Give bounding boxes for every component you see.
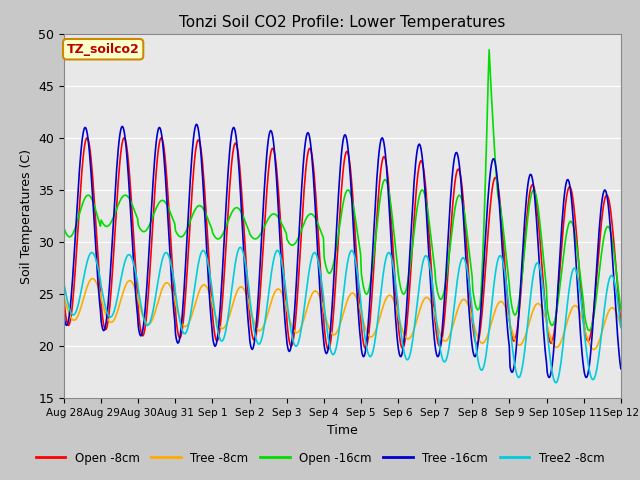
Y-axis label: Soil Temperatures (C): Soil Temperatures (C): [20, 148, 33, 284]
Legend: Open -8cm, Tree -8cm, Open -16cm, Tree -16cm, Tree2 -8cm: Open -8cm, Tree -8cm, Open -16cm, Tree -…: [31, 447, 609, 469]
X-axis label: Time: Time: [327, 424, 358, 437]
Text: TZ_soilco2: TZ_soilco2: [67, 43, 140, 56]
Title: Tonzi Soil CO2 Profile: Lower Temperatures: Tonzi Soil CO2 Profile: Lower Temperatur…: [179, 15, 506, 30]
